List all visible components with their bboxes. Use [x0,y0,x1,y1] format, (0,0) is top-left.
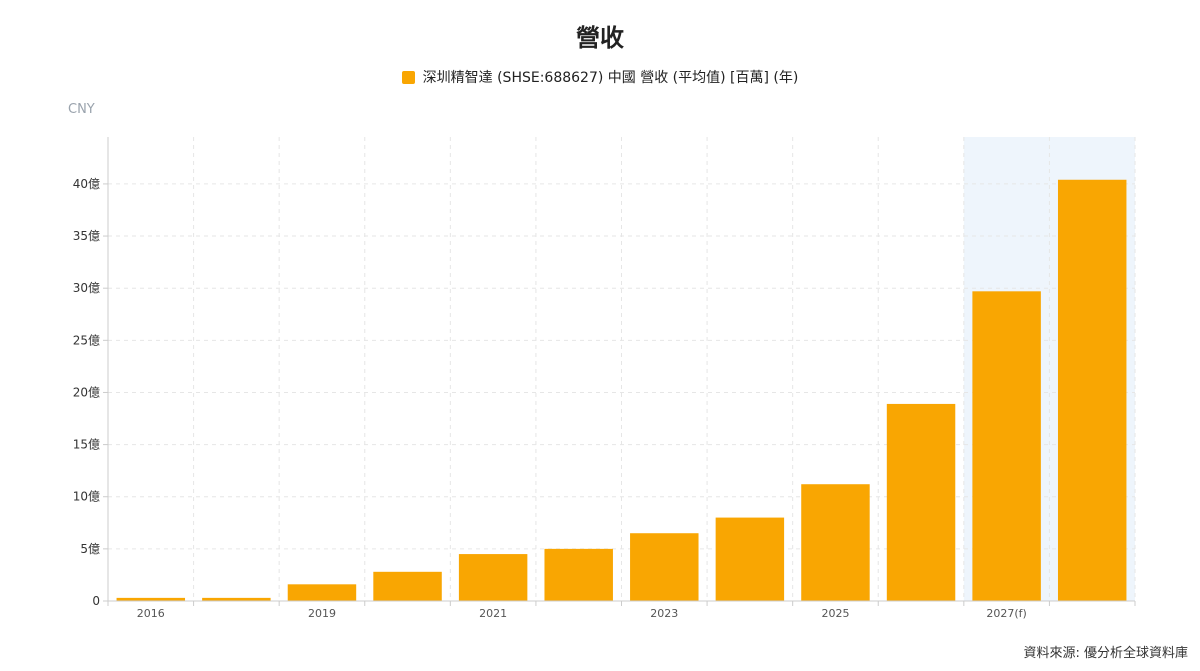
y-tick-label: 25億 [73,333,100,347]
bar-2016[interactable] [116,597,186,601]
axis-layer: 0 5億 10億 15億 20億 25億 30億 35億 40億 2016 2019 2021 2023… [73,137,1136,620]
y-tick-label: 10億 [73,490,100,504]
bar-2022[interactable] [630,533,699,601]
bar-2027(f)[interactable] [1057,179,1127,602]
bar-2018[interactable] [287,584,357,601]
y-tick-label: 5億 [80,542,100,556]
data-source-note: 資料來源: 優分析全球資料庫 [1023,646,1188,661]
y-axis-unit-label: CNY [68,102,95,117]
legend-swatch [401,70,415,84]
y-tick-label: 40億 [73,177,100,191]
legend-label: 深圳精智達 (SHSE:688627) 中國 營收 (平均值) [百萬] (年) [422,70,799,86]
x-tick-label: 2019 [308,607,336,620]
y-tick-label: 0 [92,594,100,608]
x-tick-label: 2021 [479,607,507,620]
bar-2024[interactable] [801,484,870,601]
bar-2025[interactable] [886,403,956,601]
x-tick-label: 2025 [821,607,849,620]
bar-2023[interactable] [715,517,785,601]
y-tick-label: 30億 [73,281,100,295]
y-tick-label: 35億 [73,229,100,243]
x-tick-label: 2016 [137,607,165,620]
chart-title: 營收 [576,24,624,52]
bar-2019[interactable] [373,571,442,601]
bar-2017[interactable] [202,597,271,601]
x-tick-label: 2023 [650,607,678,620]
y-tick-label: 15億 [73,438,100,452]
y-tick-label: 20億 [73,385,100,399]
bar-2021[interactable] [544,548,613,601]
x-tick-label: 2027(f) [986,607,1026,620]
legend[interactable]: 深圳精智達 (SHSE:688627) 中國 營收 (平均值) [百萬] (年) [0,67,1200,87]
bar-2020[interactable] [458,554,528,601]
bar-2026[interactable] [972,291,1041,601]
bar-layer [116,179,1127,602]
